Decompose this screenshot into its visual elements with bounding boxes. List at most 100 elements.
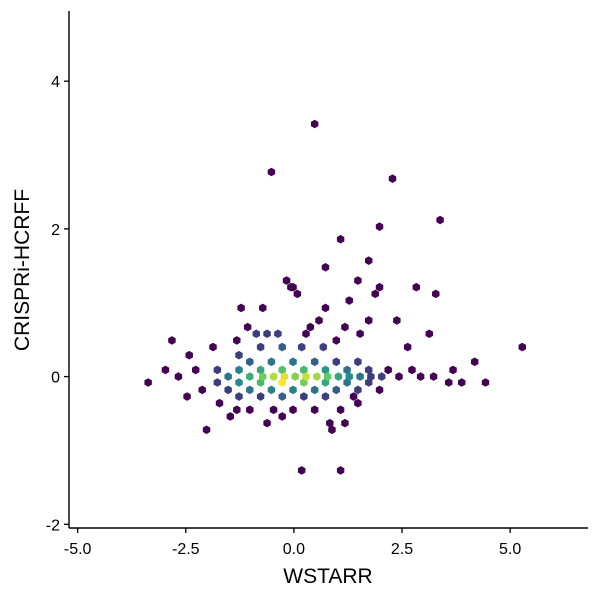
y-tick-label: 0 — [51, 370, 60, 387]
hexbin-cell — [224, 385, 232, 395]
x-tick-label: 0.0 — [283, 541, 305, 558]
hexbin-cell — [235, 392, 243, 401]
hexbin-cell — [213, 365, 222, 375]
hexbin-cell — [326, 418, 334, 428]
hexbin-cell — [267, 167, 276, 177]
hexbin-cell — [354, 357, 362, 367]
hexbin-cell — [336, 466, 345, 475]
hexbin-cell — [321, 262, 330, 272]
hexbin-cell — [243, 322, 252, 332]
hexbin-cell — [224, 372, 232, 381]
hexbin-cell — [297, 342, 306, 352]
hexbin-cell — [278, 342, 286, 352]
hexbin-cell — [310, 119, 319, 129]
hexbin-cell — [263, 329, 271, 339]
hexbin-cell — [274, 329, 282, 339]
hexbin-cell — [174, 372, 183, 381]
hexbin-cell — [332, 357, 341, 367]
hexbin-cell — [310, 357, 319, 367]
hexbin-cell — [332, 385, 341, 395]
hexbin-cell — [291, 372, 299, 381]
hexbin-cell — [432, 289, 440, 299]
hexbin-cell — [341, 322, 349, 332]
y-axis-ticks: -2 0 2 4 — [46, 74, 69, 534]
hexbin-cell — [278, 378, 286, 387]
hexbin-cell — [518, 342, 526, 352]
hexbin-cell — [282, 276, 291, 285]
hexbin-cell — [278, 365, 286, 375]
hexbin-cell — [345, 372, 353, 381]
x-tick-label: -2.5 — [172, 541, 200, 558]
hexbin-cell — [365, 365, 373, 375]
y-tick-label: 2 — [51, 222, 60, 239]
hexbin-cell — [313, 372, 321, 381]
hexbin-cell — [375, 385, 384, 395]
hexbin-cell — [256, 392, 265, 401]
hexbin-cell — [403, 342, 412, 352]
hexbin-cell — [429, 372, 438, 381]
hexbin-cell — [192, 365, 200, 375]
hexbin-cell — [436, 215, 444, 225]
hexbin-cell — [449, 365, 457, 375]
hexbin-cell — [183, 392, 191, 401]
hexbin-cell — [457, 378, 466, 387]
hexbin-cell — [306, 322, 315, 332]
hexbin-cell — [321, 392, 330, 401]
hexbin-cell — [341, 418, 349, 428]
hexbin-cell — [332, 336, 341, 345]
hexbin-cell — [185, 350, 193, 360]
hexbin-cell — [354, 276, 362, 285]
hexbin-cell — [310, 385, 319, 395]
hexbin-cell — [425, 329, 433, 339]
hexbin-cell — [233, 336, 241, 345]
hexbin-cell — [300, 365, 308, 375]
hexbin-cell — [319, 342, 328, 352]
hexbin-cell — [310, 405, 319, 415]
hexbin-cell — [233, 405, 241, 415]
hexbin-cell — [246, 405, 254, 415]
hexbin-cell — [375, 222, 384, 231]
hexbin-cell — [408, 365, 416, 375]
hexbin-cell — [278, 392, 286, 401]
hexbin-cell — [375, 282, 384, 292]
hexbin-cell — [256, 342, 265, 352]
hexbin-cell — [235, 365, 243, 375]
hexbin-cell — [371, 289, 379, 299]
x-tick-label: 5.0 — [499, 541, 521, 558]
hexbin-cell — [293, 289, 302, 299]
hexbin-cell — [209, 342, 217, 352]
hexbin-cell — [343, 365, 351, 375]
hexbin-cell — [168, 336, 176, 345]
hexbin-cell — [259, 303, 267, 313]
hexbin-cell — [356, 372, 364, 381]
hexbin-cell — [235, 350, 243, 360]
hexbin-cell — [269, 372, 278, 381]
y-tick-label: -2 — [46, 517, 60, 534]
hexbin-cell — [161, 365, 170, 375]
hexbin-cell — [377, 372, 386, 381]
hexbin-cell — [215, 398, 224, 408]
hexbin-cell — [267, 357, 276, 367]
hexbin-cell — [269, 405, 278, 415]
hexbin-cell — [256, 365, 265, 375]
hexbin-cell — [198, 385, 206, 395]
hexbin-cell — [302, 329, 310, 339]
hexbin-cell — [144, 378, 152, 387]
hexbin-cell — [235, 378, 243, 387]
hexbin-cell — [416, 372, 425, 381]
hexbin-cell — [393, 316, 401, 325]
x-tick-label: 2.5 — [391, 541, 413, 558]
x-axis-title: WSTARR — [283, 565, 372, 588]
hexbin-cell — [354, 385, 362, 395]
hexbin-cell — [278, 412, 286, 421]
hexbin-cell — [445, 378, 453, 387]
hexbin-cell — [336, 234, 345, 244]
hexbin-cell — [289, 405, 297, 415]
hexbin-cell — [252, 329, 260, 339]
hexbin-cell — [267, 385, 276, 395]
hexbin-cell — [289, 357, 297, 367]
hexbin-cell — [246, 372, 254, 381]
y-axis-title: CRISPRi-HCRFF — [11, 189, 34, 351]
hexbin-cell — [470, 357, 479, 367]
hexbin-cell — [226, 412, 235, 421]
